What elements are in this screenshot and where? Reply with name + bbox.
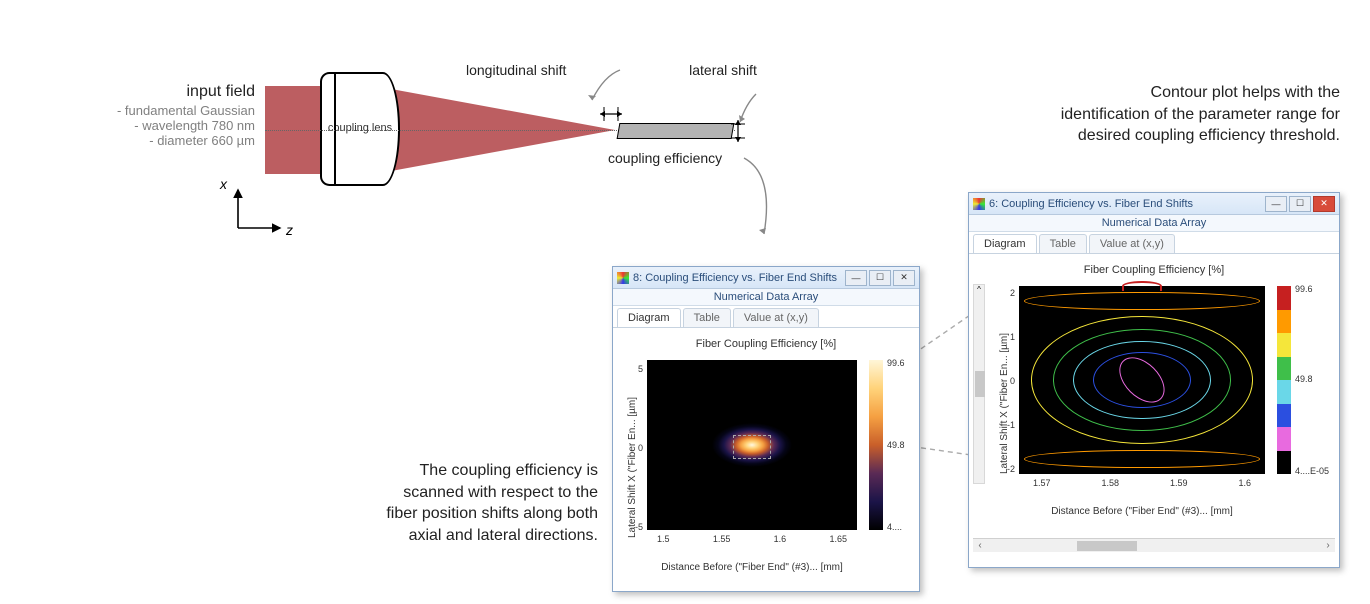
window-heatmap-subtitle: Numerical Data Array	[613, 289, 919, 306]
longitudinal-label: longitudinal shift	[466, 62, 566, 78]
contour-level	[1024, 292, 1260, 311]
heatmap-xticks: 1.5 1.55 1.6 1.65	[657, 534, 847, 544]
input-line3: diameter 660 µm	[157, 133, 255, 148]
window-heatmap-tabs: Diagram Table Value at (x,y)	[613, 306, 919, 328]
coupling-eff-arrow	[740, 154, 790, 244]
cbar-tick-min: 4....	[887, 522, 902, 532]
minimize-button[interactable]: —	[845, 270, 867, 286]
contour-colorbar	[1277, 286, 1291, 474]
window-heatmap-title: 8: Coupling Efficiency vs. Fiber End Shi…	[633, 272, 837, 284]
contour-level	[1024, 450, 1260, 469]
contour-xlabel: Distance Before ("Fiber End" (#3)... [mm…	[1019, 506, 1265, 517]
heatmap-xlabel: Distance Before ("Fiber End" (#3)... [mm…	[647, 562, 857, 573]
caption-left: The coupling efficiency is scanned with …	[268, 460, 598, 546]
longitudinal-dim	[598, 106, 624, 122]
input-line2: wavelength 780 nm	[142, 118, 255, 133]
heatmap-colorbar	[869, 360, 883, 530]
coordinate-axes	[230, 186, 290, 241]
contour-yticks: 2 1 0 -1 -2	[1001, 288, 1015, 474]
window-contour-titlebar[interactable]: 6: Coupling Efficiency vs. Fiber End Shi…	[969, 193, 1339, 215]
window-contour-subtitle: Numerical Data Array	[969, 215, 1339, 232]
coupling-lens: coupling lens	[320, 72, 400, 186]
caption-right: Contour plot helps with the identificati…	[920, 82, 1340, 147]
window-heatmap: 8: Coupling Efficiency vs. Fiber End Shi…	[612, 266, 920, 592]
window-contour-title: 6: Coupling Efficiency vs. Fiber End Shi…	[989, 198, 1193, 210]
axis-z-label: z	[286, 222, 293, 238]
contour-cbar-max: 99.6	[1295, 284, 1313, 294]
contour-cbar-mid: 49.8	[1295, 374, 1313, 384]
lateral-dim	[730, 118, 746, 144]
contour-xticks: 1.57 1.58 1.59 1.6	[1033, 478, 1251, 488]
window-contour: 6: Coupling Efficiency vs. Fiber End Shi…	[968, 192, 1340, 568]
contour-chart-title: Fiber Coupling Efficiency [%]	[975, 264, 1333, 276]
tab-diagram[interactable]: Diagram	[617, 308, 681, 327]
lateral-label: lateral shift	[688, 62, 758, 78]
cbar-tick-max: 99.6	[887, 358, 905, 368]
tab-table[interactable]: Table	[683, 308, 731, 327]
window-contour-tabs: Diagram Table Value at (x,y)	[969, 232, 1339, 254]
vertical-scrollbar[interactable]: ^	[973, 284, 985, 484]
contour-plot	[1019, 286, 1265, 474]
maximize-button[interactable]: ☐	[869, 270, 891, 286]
app-icon	[973, 198, 985, 210]
input-field-block: input field - fundamental Gaussian - wav…	[60, 83, 255, 148]
heatmap-yticks: 5 0 -5	[629, 364, 643, 532]
cbar-tick-mid: 49.8	[887, 440, 905, 450]
lens-label: coupling lens	[322, 122, 398, 134]
heatmap-plot	[647, 360, 857, 530]
fiber-tip	[617, 123, 735, 139]
tab-diagram[interactable]: Diagram	[973, 234, 1037, 253]
heatmap-chart-area: Fiber Coupling Efficiency [%] Lateral Sh…	[613, 328, 919, 360]
close-button[interactable]: ✕	[893, 270, 915, 286]
minimize-button[interactable]: —	[1265, 196, 1287, 212]
tab-value-at-xy[interactable]: Value at (x,y)	[733, 308, 819, 327]
app-icon	[617, 272, 629, 284]
heatmap-chart-title: Fiber Coupling Efficiency [%]	[619, 338, 913, 350]
zoom-rectangle	[733, 435, 771, 459]
contour-chart-area: Fiber Coupling Efficiency [%] ^ Lateral …	[969, 254, 1339, 554]
input-line1: fundamental Gaussian	[125, 103, 255, 118]
close-button[interactable]: ✕	[1313, 196, 1335, 212]
input-title: input field	[60, 83, 255, 101]
tab-value-at-xy[interactable]: Value at (x,y)	[1089, 234, 1175, 253]
contour-cbar-min: 4....E-05	[1295, 466, 1329, 476]
maximize-button[interactable]: ☐	[1289, 196, 1311, 212]
horizontal-scrollbar[interactable]: ‹ ›	[973, 538, 1335, 552]
tab-table[interactable]: Table	[1039, 234, 1087, 253]
window-heatmap-titlebar[interactable]: 8: Coupling Efficiency vs. Fiber End Shi…	[613, 267, 919, 289]
coupling-eff-label: coupling efficiency	[608, 150, 722, 166]
axis-x-label: x	[220, 176, 227, 192]
